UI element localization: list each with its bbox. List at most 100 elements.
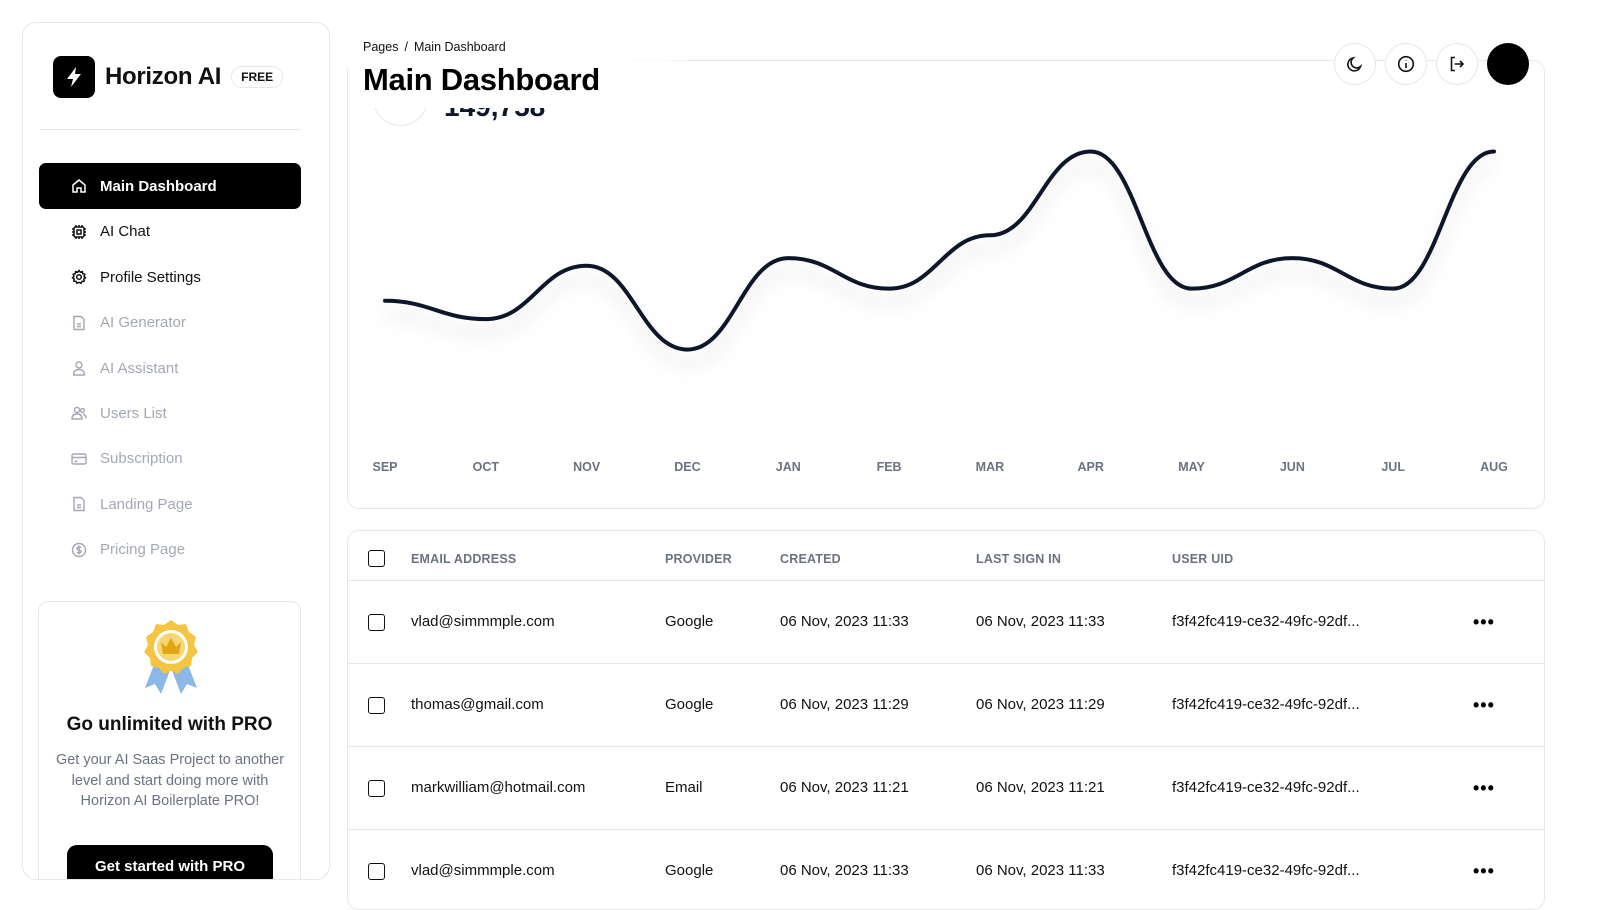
sidebar-item-label: AI Chat bbox=[100, 223, 151, 241]
sidebar-item-profile-settings[interactable]: Profile Settings bbox=[39, 255, 301, 300]
pro-promo-card: Go unlimited with PRO Get your AI Saas P… bbox=[38, 601, 301, 879]
cell-created: 06 Nov, 2023 11:33 bbox=[780, 862, 909, 879]
dark-mode-button[interactable] bbox=[1334, 43, 1376, 85]
users-table: EMAIL ADDRESS PROVIDER CREATED LAST SIGN… bbox=[347, 530, 1545, 910]
cell-user-uid: f3f42fc419-ce32-49fc-92df... bbox=[1172, 613, 1360, 630]
column-header-user-uid[interactable]: USER UID bbox=[1172, 552, 1234, 566]
chip-icon bbox=[71, 224, 87, 240]
sidebar-item-label: Main Dashboard bbox=[100, 177, 217, 195]
x-tick-label: JAN bbox=[776, 460, 801, 474]
moon-icon bbox=[1346, 55, 1364, 73]
brand-name: Horizon AI bbox=[105, 63, 222, 90]
award-badge-icon bbox=[141, 618, 201, 701]
cell-email: vlad@simmmple.com bbox=[411, 862, 555, 879]
x-tick-label: JUL bbox=[1381, 460, 1405, 474]
more-options-icon[interactable]: ••• bbox=[1473, 861, 1495, 881]
x-tick-label: AUG bbox=[1480, 460, 1508, 474]
x-tick-label: MAY bbox=[1178, 460, 1205, 474]
card-icon bbox=[71, 451, 87, 467]
dollar-circle-icon bbox=[71, 542, 87, 558]
row-checkbox[interactable] bbox=[368, 863, 385, 880]
cell-user-uid: f3f42fc419-ce32-49fc-92df... bbox=[1172, 779, 1360, 796]
x-tick-label: FEB bbox=[877, 460, 902, 474]
sidebar-item-label: AI Assistant bbox=[100, 359, 179, 377]
info-icon bbox=[1397, 55, 1415, 73]
avatar[interactable] bbox=[1487, 43, 1529, 85]
sidebar-item-ai-generator[interactable]: AI Generator bbox=[39, 300, 301, 345]
sidebar-item-label: Pricing Page bbox=[100, 541, 186, 559]
document-icon bbox=[71, 496, 87, 512]
breadcrumb-pages[interactable]: Pages bbox=[363, 40, 399, 54]
sidebar-nav: Main Dashboard AI Chat Profile Settings … bbox=[39, 163, 301, 573]
x-tick-label: MAR bbox=[976, 460, 1004, 474]
sidebar-item-ai-assistant[interactable]: AI Assistant bbox=[39, 346, 301, 391]
row-checkbox[interactable] bbox=[368, 780, 385, 797]
info-button[interactable] bbox=[1385, 43, 1427, 85]
more-options-icon[interactable]: ••• bbox=[1473, 612, 1495, 632]
sidebar-item-main-dashboard[interactable]: Main Dashboard bbox=[39, 163, 301, 209]
brand[interactable]: Horizon AI FREE bbox=[53, 56, 284, 98]
table-header: EMAIL ADDRESS PROVIDER CREATED LAST SIGN… bbox=[348, 531, 1544, 581]
line-chart: SEP OCT NOV DEC JAN FEB MAR APR MAY JUN JUL AUG bbox=[372, 149, 1508, 474]
more-options-icon[interactable]: ••• bbox=[1473, 695, 1495, 715]
series-line bbox=[383, 149, 1496, 352]
logout-button[interactable] bbox=[1436, 43, 1478, 85]
breadcrumb-current[interactable]: Main Dashboard bbox=[413, 40, 506, 54]
table-row: thomas@gmail.com Google 06 Nov, 2023 11:… bbox=[348, 664, 1544, 747]
cell-last-sign-in: 06 Nov, 2023 11:33 bbox=[976, 613, 1105, 630]
row-checkbox[interactable] bbox=[368, 614, 385, 631]
table-row: markwilliam@hotmail.com Email 06 Nov, 20… bbox=[348, 747, 1544, 830]
logout-icon bbox=[1448, 55, 1466, 73]
sidebar-item-label: Profile Settings bbox=[100, 268, 201, 286]
cell-user-uid: f3f42fc419-ce32-49fc-92df... bbox=[1172, 696, 1360, 713]
cell-created: 06 Nov, 2023 11:29 bbox=[780, 696, 909, 713]
table-row: vlad@simmmple.com Google 06 Nov, 2023 11… bbox=[348, 581, 1544, 664]
cell-email: vlad@simmmple.com bbox=[411, 613, 555, 630]
sidebar-item-subscription[interactable]: Subscription bbox=[39, 436, 301, 481]
row-checkbox[interactable] bbox=[368, 697, 385, 714]
cell-created: 06 Nov, 2023 11:21 bbox=[780, 779, 909, 796]
cell-created: 06 Nov, 2023 11:33 bbox=[780, 613, 909, 630]
sidebar-item-label: AI Generator bbox=[100, 314, 186, 332]
x-tick-label: SEP bbox=[372, 460, 397, 474]
document-icon bbox=[71, 315, 87, 331]
get-started-pro-button[interactable]: Get started with PRO bbox=[67, 845, 273, 879]
cell-email: markwilliam@hotmail.com bbox=[411, 779, 586, 796]
page-header: Pages / Main Dashboard Main Dashboard bbox=[348, 30, 688, 108]
user-icon bbox=[71, 360, 87, 376]
sidebar-item-label: Landing Page bbox=[100, 495, 193, 513]
users-icon bbox=[71, 405, 87, 421]
table-row: vlad@simmmple.com Google 06 Nov, 2023 11… bbox=[348, 830, 1544, 909]
cell-provider: Google bbox=[665, 862, 714, 879]
column-header-created[interactable]: CREATED bbox=[780, 552, 841, 566]
cell-last-sign-in: 06 Nov, 2023 11:29 bbox=[976, 696, 1105, 713]
gear-icon bbox=[71, 269, 87, 285]
x-tick-label: NOV bbox=[573, 460, 601, 474]
column-header-provider[interactable]: PROVIDER bbox=[665, 552, 732, 566]
column-header-email[interactable]: EMAIL ADDRESS bbox=[411, 552, 517, 566]
breadcrumb: Pages / Main Dashboard bbox=[363, 40, 512, 54]
breadcrumb-separator: / bbox=[404, 40, 408, 54]
cell-provider: Email bbox=[665, 779, 703, 796]
sidebar-item-landing-page[interactable]: Landing Page bbox=[39, 482, 301, 527]
select-all-checkbox[interactable] bbox=[368, 550, 385, 567]
chart-card: 149,758 SEPOCTNOVDECJANFEBMARAPRMAYJUNJU… bbox=[347, 60, 1545, 509]
cell-provider: Google bbox=[665, 613, 714, 630]
x-tick-label: DEC bbox=[674, 460, 700, 474]
top-actions bbox=[1334, 43, 1529, 85]
cell-provider: Google bbox=[665, 696, 714, 713]
x-tick-label: JUN bbox=[1280, 460, 1305, 474]
sidebar: Horizon AI FREE Main Dashboard AI Chat P… bbox=[22, 22, 330, 880]
sidebar-item-ai-chat[interactable]: AI Chat bbox=[39, 209, 301, 254]
home-icon bbox=[71, 178, 87, 194]
cell-last-sign-in: 06 Nov, 2023 11:21 bbox=[976, 779, 1105, 796]
column-header-last-sign-in[interactable]: LAST SIGN IN bbox=[976, 552, 1062, 566]
page-title: Main Dashboard bbox=[363, 62, 600, 97]
divider bbox=[39, 129, 301, 130]
sidebar-item-label: Subscription bbox=[100, 450, 183, 468]
cell-user-uid: f3f42fc419-ce32-49fc-92df... bbox=[1172, 862, 1360, 879]
sidebar-item-users-list[interactable]: Users List bbox=[39, 391, 301, 436]
more-options-icon[interactable]: ••• bbox=[1473, 778, 1495, 798]
sidebar-item-pricing-page[interactable]: Pricing Page bbox=[39, 527, 301, 572]
bolt-icon bbox=[53, 56, 95, 98]
